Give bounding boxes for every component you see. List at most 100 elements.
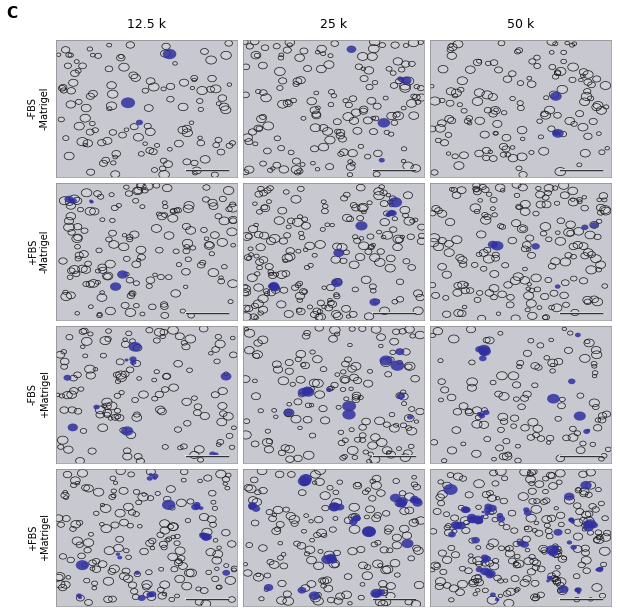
Circle shape	[473, 451, 480, 456]
Circle shape	[316, 168, 319, 170]
Circle shape	[125, 359, 128, 362]
Circle shape	[280, 79, 286, 83]
Circle shape	[271, 236, 278, 241]
Circle shape	[486, 62, 490, 65]
Circle shape	[298, 309, 304, 314]
Circle shape	[418, 86, 423, 90]
Circle shape	[343, 455, 347, 458]
Circle shape	[394, 543, 400, 548]
Circle shape	[211, 501, 215, 504]
Circle shape	[175, 208, 180, 212]
Circle shape	[291, 383, 294, 386]
Circle shape	[584, 519, 596, 528]
Circle shape	[512, 316, 519, 321]
Circle shape	[184, 160, 190, 164]
Circle shape	[293, 167, 300, 172]
Circle shape	[596, 268, 601, 271]
Circle shape	[201, 533, 211, 541]
Circle shape	[392, 121, 397, 124]
Circle shape	[431, 235, 438, 240]
Circle shape	[210, 270, 217, 276]
Circle shape	[381, 591, 387, 595]
Circle shape	[568, 231, 573, 236]
Circle shape	[553, 186, 557, 189]
Circle shape	[231, 141, 234, 145]
Circle shape	[353, 395, 358, 399]
Circle shape	[485, 215, 490, 219]
Circle shape	[384, 423, 389, 426]
Circle shape	[529, 289, 534, 292]
Circle shape	[255, 341, 261, 345]
Circle shape	[277, 472, 283, 477]
Circle shape	[197, 600, 202, 605]
Circle shape	[312, 312, 317, 317]
Circle shape	[554, 42, 557, 45]
Circle shape	[463, 288, 468, 293]
Circle shape	[339, 431, 343, 434]
Circle shape	[535, 522, 538, 524]
Circle shape	[365, 531, 373, 537]
Circle shape	[549, 264, 555, 268]
Circle shape	[198, 137, 202, 139]
Circle shape	[570, 427, 575, 430]
Circle shape	[109, 569, 115, 573]
Circle shape	[120, 65, 128, 70]
Circle shape	[99, 425, 106, 430]
Circle shape	[518, 106, 523, 110]
Circle shape	[79, 554, 84, 558]
Circle shape	[482, 218, 489, 223]
Circle shape	[521, 581, 528, 585]
Circle shape	[67, 335, 72, 339]
Circle shape	[548, 549, 558, 557]
Circle shape	[286, 360, 292, 365]
Circle shape	[588, 531, 593, 534]
Circle shape	[209, 76, 215, 81]
Circle shape	[397, 447, 401, 450]
Circle shape	[335, 130, 340, 133]
Circle shape	[374, 104, 380, 108]
Circle shape	[562, 557, 566, 559]
Circle shape	[257, 266, 262, 269]
Circle shape	[202, 413, 208, 418]
Circle shape	[143, 143, 147, 145]
Circle shape	[162, 51, 169, 56]
Circle shape	[410, 113, 417, 118]
Circle shape	[494, 121, 500, 126]
Circle shape	[415, 291, 422, 296]
Circle shape	[407, 426, 411, 430]
Circle shape	[128, 238, 132, 241]
Circle shape	[279, 101, 286, 107]
Circle shape	[570, 435, 577, 440]
Circle shape	[359, 54, 366, 59]
Circle shape	[470, 361, 474, 364]
Circle shape	[61, 359, 68, 364]
Circle shape	[491, 198, 496, 202]
Circle shape	[391, 228, 396, 231]
Circle shape	[184, 240, 191, 246]
Circle shape	[410, 520, 417, 525]
Circle shape	[439, 121, 445, 125]
Circle shape	[175, 535, 179, 538]
Circle shape	[554, 529, 562, 536]
Circle shape	[480, 568, 490, 576]
Circle shape	[126, 556, 131, 559]
Circle shape	[192, 76, 197, 80]
Circle shape	[335, 373, 339, 376]
Circle shape	[497, 469, 505, 474]
Circle shape	[106, 548, 113, 554]
Circle shape	[389, 210, 397, 216]
Circle shape	[105, 597, 111, 601]
Circle shape	[536, 531, 542, 536]
Circle shape	[487, 338, 493, 343]
Circle shape	[351, 162, 355, 165]
Circle shape	[373, 516, 379, 521]
Circle shape	[184, 224, 189, 229]
Circle shape	[585, 89, 590, 93]
Circle shape	[436, 584, 442, 589]
Circle shape	[546, 108, 553, 113]
Circle shape	[62, 365, 66, 368]
Circle shape	[242, 432, 250, 438]
Circle shape	[547, 576, 553, 581]
Circle shape	[435, 244, 442, 250]
Circle shape	[284, 191, 288, 194]
